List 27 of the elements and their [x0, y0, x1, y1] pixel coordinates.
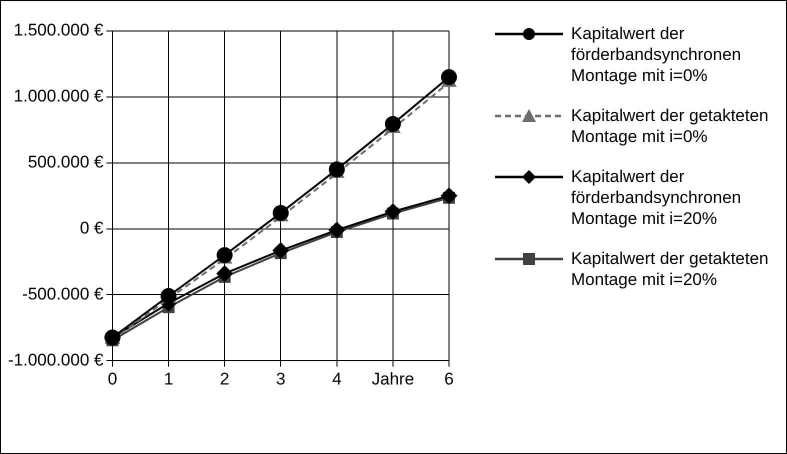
x-tick-label: 0: [108, 369, 118, 388]
point: [441, 69, 457, 86]
legend-label: Kapitalwert der förderbandsynchronen Montage mit i=0%: [571, 23, 742, 86]
legend-label: Kapitalwert der getakteten Montage mit i=0%: [571, 105, 770, 147]
y-tick-label: -1.000.000 €: [8, 350, 104, 370]
y-tick-label: -500.000 €: [22, 284, 104, 304]
x-tick-label: Jahre: [372, 369, 414, 388]
point: [328, 222, 345, 238]
x-tick-label: 3: [276, 369, 286, 388]
point: [272, 204, 289, 221]
point: [441, 188, 457, 204]
y-tick-label: 0 €: [80, 218, 104, 238]
x-tick-label: 4: [332, 369, 342, 388]
legend-label: Kapitalwert der förderbandsynchronen Montage mit i=20%: [571, 166, 742, 229]
point: [384, 116, 401, 132]
x-tick-label: 1: [164, 369, 174, 388]
y-tick-label: 1.500.000 €: [14, 20, 104, 40]
point: [328, 161, 345, 178]
y-tick-label: 500.000 €: [28, 152, 104, 172]
x-tick-label: 2: [220, 369, 230, 388]
point: [384, 204, 401, 220]
point: [272, 242, 289, 259]
y-tick-label: 1.000.000 €: [14, 86, 104, 106]
x-tick-label: 6: [444, 369, 454, 388]
legend-label: Kapitalwert der getakteten Montage mit i=20%: [571, 248, 770, 290]
point: [216, 266, 233, 282]
point: [216, 247, 233, 264]
